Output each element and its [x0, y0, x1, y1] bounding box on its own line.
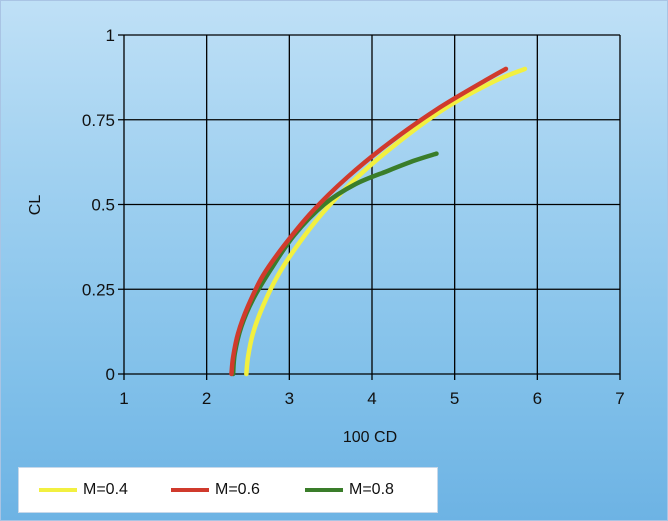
legend-label: M=0.4	[83, 481, 128, 498]
y-tick-label: 1	[106, 26, 115, 45]
x-tick-label: 7	[615, 389, 624, 408]
y-tick-labels: 0 0.25 0.5 0.75 1	[82, 26, 115, 384]
y-tick-label: 0.5	[91, 196, 115, 215]
x-tick-label: 6	[533, 389, 542, 408]
legend-swatch	[305, 488, 343, 492]
x-axis-label: 100 CD	[343, 429, 397, 446]
series-line-2	[229, 66, 509, 377]
legend-swatch	[171, 488, 209, 492]
legend-label: M=0.6	[215, 481, 260, 498]
legend-item-series-3: M=0.8	[305, 468, 394, 512]
x-tick-label: 3	[285, 389, 294, 408]
y-axis-label: CL	[27, 195, 44, 216]
chart-legend: M=0.4 M=0.6 M=0.8	[18, 467, 438, 513]
series-line-1	[244, 66, 528, 377]
x-tick-label: 4	[367, 389, 376, 408]
x-tick-labels: 1 2 3 4 5 6 7	[119, 389, 624, 408]
y-tick-label: 0.75	[82, 111, 115, 130]
x-tick-label: 2	[202, 389, 211, 408]
x-tick-label: 1	[119, 389, 128, 408]
grid-lines	[118, 34, 621, 380]
legend-swatch	[39, 488, 77, 492]
x-tick-label: 5	[450, 389, 459, 408]
legend-item-series-1: M=0.4	[39, 468, 128, 512]
y-tick-label: 0.25	[82, 280, 115, 299]
legend-item-series-2: M=0.6	[171, 468, 260, 512]
legend-label: M=0.8	[349, 481, 394, 498]
y-tick-label: 0	[106, 365, 115, 384]
series-lines	[229, 66, 528, 377]
